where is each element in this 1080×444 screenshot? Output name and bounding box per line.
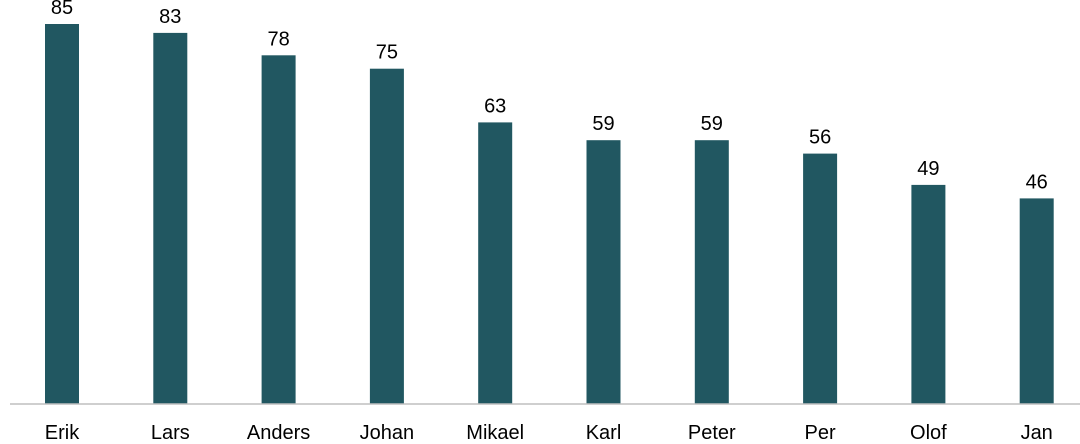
category-label-peter: Peter: [688, 422, 736, 444]
bar-lars: [153, 32, 188, 405]
bar-anders: [261, 55, 296, 405]
bars-layer: [45, 24, 1054, 405]
value-label-anders: 78: [267, 28, 289, 50]
bar-johan: [369, 68, 404, 404]
category-label-karl: Karl: [586, 422, 622, 444]
value-label-lars: 83: [159, 6, 181, 28]
category-label-lars: Lars: [151, 422, 190, 444]
value-label-karl: 59: [592, 113, 614, 135]
bar-jan: [1019, 198, 1054, 404]
category-label-erik: Erik: [45, 422, 80, 444]
bar-olof: [911, 184, 946, 404]
value-label-johan: 75: [376, 42, 398, 64]
value-labels-layer: 85 83 78 75 63 59 59 56 49 46: [51, 0, 1048, 193]
value-label-erik: 85: [51, 0, 73, 19]
category-label-olof: Olof: [910, 422, 947, 444]
value-label-per: 56: [809, 127, 831, 149]
bar-per: [803, 153, 838, 404]
bar-karl: [586, 140, 621, 404]
value-label-olof: 49: [917, 158, 939, 180]
category-labels-layer: Erik Lars Anders Johan Mikael Karl Peter Per Olo…: [45, 422, 1053, 444]
category-label-jan: Jan: [1021, 422, 1053, 444]
bar-mikael: [478, 122, 513, 405]
bar-peter: [694, 140, 729, 404]
value-label-mikael: 63: [484, 95, 506, 117]
bar-erik: [45, 24, 79, 404]
value-label-jan: 46: [1026, 171, 1048, 193]
category-label-per: Per: [805, 422, 836, 444]
category-label-mikael: Mikael: [466, 422, 524, 444]
value-label-peter: 59: [701, 113, 723, 135]
category-label-johan: Johan: [360, 422, 415, 444]
category-label-anders: Anders: [247, 422, 310, 444]
